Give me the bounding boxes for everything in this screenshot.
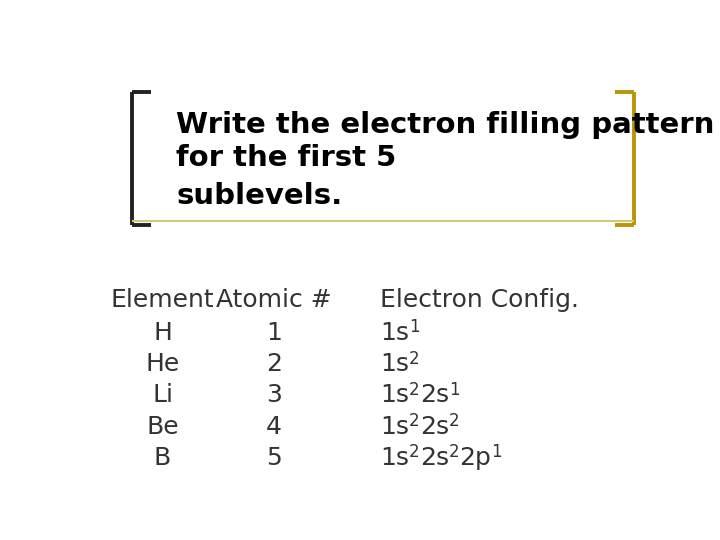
Text: H: H [153,321,172,345]
Text: 1s: 1s [380,321,409,345]
Text: 1s: 1s [380,383,409,407]
Text: 1s: 1s [380,352,409,376]
Text: 2s: 2s [420,383,449,407]
Text: 1s: 1s [380,415,409,438]
Text: Write the electron filling pattern: Write the electron filling pattern [176,111,715,139]
Text: 2: 2 [409,350,420,368]
Text: 2: 2 [409,412,420,430]
Text: 2: 2 [449,443,459,461]
Text: 2s: 2s [420,415,449,438]
Text: Electron Config.: Electron Config. [380,288,579,312]
Text: Element: Element [111,288,215,312]
Text: 2s: 2s [420,446,449,470]
Text: 3: 3 [266,383,282,407]
Text: 2: 2 [266,352,282,376]
Text: Atomic #: Atomic # [216,288,332,312]
Text: B: B [154,446,171,470]
Text: 1s: 1s [380,446,409,470]
Text: Be: Be [146,415,179,438]
Text: 1: 1 [266,321,282,345]
Text: 1: 1 [492,443,502,461]
Text: for the first 5: for the first 5 [176,144,397,172]
Text: 2: 2 [409,381,420,399]
Text: Li: Li [152,383,173,407]
Text: 4: 4 [266,415,282,438]
Text: 2p: 2p [459,446,492,470]
Text: 2: 2 [449,412,459,430]
Text: 1: 1 [449,381,459,399]
Text: 1: 1 [409,319,420,336]
Text: He: He [145,352,180,376]
Text: 5: 5 [266,446,282,470]
Text: sublevels.: sublevels. [176,182,343,210]
Text: 2: 2 [409,443,420,461]
